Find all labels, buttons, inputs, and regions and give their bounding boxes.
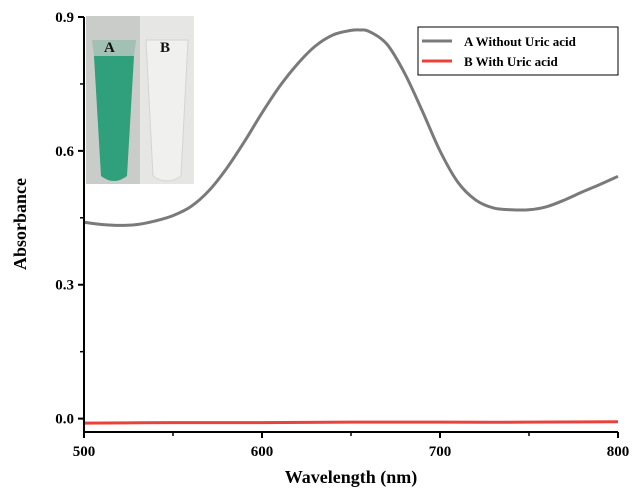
series-layer bbox=[83, 28, 619, 425]
x-tick-label: 600 bbox=[251, 444, 274, 460]
legend-label-a: A Without Uric acid bbox=[464, 34, 577, 49]
tube-b-solution bbox=[145, 39, 189, 182]
y-tick-label: 0.6 bbox=[55, 144, 74, 160]
inset-label-a: A bbox=[104, 40, 115, 56]
y-tick-label: 0.3 bbox=[55, 278, 74, 294]
tube-a-top bbox=[92, 40, 136, 56]
x-tick-label: 700 bbox=[429, 444, 452, 460]
x-tick-label: 800 bbox=[607, 444, 630, 460]
legend-box bbox=[417, 26, 619, 76]
tube-a-solution bbox=[94, 56, 134, 181]
x-tick-label: 500 bbox=[73, 444, 96, 460]
inset-photo: A B bbox=[86, 16, 194, 184]
legend-label-b: B With Uric acid bbox=[464, 54, 559, 69]
y-tick-label: 0.9 bbox=[55, 10, 74, 26]
legend: A Without Uric acid B With Uric acid bbox=[417, 26, 619, 76]
series-line-b bbox=[83, 420, 619, 425]
series-line-a bbox=[83, 28, 619, 227]
y-tick-label: 0.0 bbox=[55, 412, 74, 428]
x-axis-title: Wavelength (nm) bbox=[285, 467, 418, 488]
tick-layer: 500 600 700 800 0.0 0.3 0.6 0.9 bbox=[55, 10, 629, 460]
y-axis-title: Absorbance bbox=[10, 178, 30, 270]
inset-label-b: B bbox=[160, 40, 170, 56]
